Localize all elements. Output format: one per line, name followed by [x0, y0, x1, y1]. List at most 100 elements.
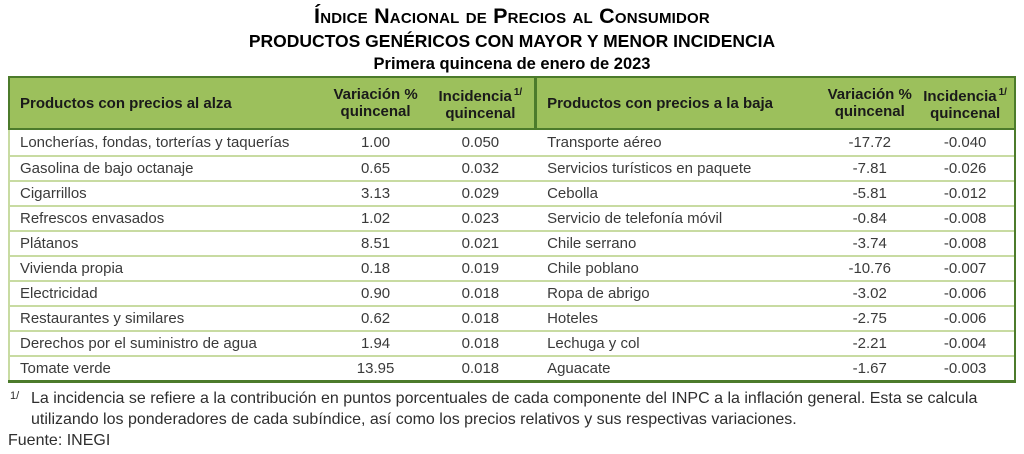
product-alza: Cigarrillos — [20, 185, 87, 202]
header-products-baja: Productos con precios a la baja — [547, 94, 773, 112]
product-alza: Electricidad — [20, 285, 98, 302]
report-period: Primera quincena de enero de 2023 — [373, 55, 651, 73]
product-alza: Derechos por el suministro de agua — [20, 335, 257, 352]
incidencia-alza-value: 0.032 — [461, 160, 500, 177]
row-baja-group: Chile poblano -10.76 -0.007 — [537, 260, 1014, 277]
product-alza: Plátanos — [20, 235, 79, 252]
footnote-ref-icon: 1/ — [513, 87, 523, 98]
incidencia-alza-value: 0.023 — [461, 210, 500, 227]
incidencia-alza-value: 0.018 — [461, 335, 500, 352]
incidencia-baja-value: -0.008 — [943, 235, 987, 252]
incidencia-alza-value: 0.050 — [461, 134, 500, 151]
variacion-alza-value: 8.51 — [360, 235, 391, 252]
variacion-baja-value: -0.84 — [852, 210, 887, 227]
variacion-alza-value: 13.95 — [356, 360, 395, 377]
incidencia-alza-value: 0.019 — [461, 260, 500, 277]
header-incidencia-alza: Incidencia 1/ quincenal — [427, 78, 534, 128]
header-products-alza: Productos con precios al alza — [20, 94, 232, 112]
header-incidencia-line2: quincenal — [930, 105, 1001, 122]
source-line: Fuente: INEGI — [8, 432, 111, 449]
product-alza: Restaurantes y similares — [20, 310, 185, 327]
row-alza-group: Refrescos envasados 1.02 0.023 — [10, 210, 534, 227]
header-incidencia-line1: Incidencia 1/ — [438, 87, 523, 105]
variacion-baja-value: -3.74 — [852, 235, 887, 252]
report-title: Índice Nacional de Precios al Consumidor — [314, 4, 710, 28]
incidencia-alza-value: 0.029 — [461, 185, 500, 202]
footnote-text: La incidencia se refiere a la contribuci… — [31, 390, 978, 428]
row-alza-group: Electricidad 0.90 0.018 — [10, 285, 534, 302]
row-baja-group: Transporte aéreo -17.72 -0.040 — [537, 134, 1014, 151]
incidencia-baja-value: -0.008 — [943, 210, 987, 227]
variacion-alza-value: 0.62 — [360, 310, 391, 327]
incidencia-alza-value: 0.018 — [461, 360, 500, 377]
product-baja: Lechuga y col — [547, 335, 640, 352]
footnote: 1/ La incidencia se refiere a la contrib… — [8, 388, 1020, 430]
footnote-marker: 1/ — [10, 390, 20, 402]
report-subtitle: PRODUCTOS GENÉRICOS CON MAYOR Y MENOR IN… — [248, 31, 776, 51]
row-alza-group: Tomate verde 13.95 0.018 — [10, 360, 534, 377]
product-baja: Transporte aéreo — [547, 134, 662, 151]
table-row: Tomate verde 13.95 0.018 Aguacate -1.67 … — [10, 355, 1014, 380]
row-baja-group: Hoteles -2.75 -0.006 — [537, 310, 1014, 327]
row-alza-group: Loncherías, fondas, torterías y taquería… — [10, 134, 534, 151]
header-variacion-baja: Variación % quincenal — [823, 78, 916, 128]
table-row: Derechos por el suministro de agua 1.94 … — [10, 330, 1014, 355]
variacion-alza-value: 0.18 — [360, 260, 391, 277]
product-baja: Servicio de telefonía móvil — [547, 210, 723, 227]
product-baja: Cebolla — [547, 185, 598, 202]
incidencia-alza-value: 0.018 — [461, 285, 500, 302]
incidencia-baja-value: -0.004 — [943, 335, 987, 352]
variacion-baja-value: -5.81 — [852, 185, 887, 202]
incidencia-baja-value: -0.006 — [943, 285, 987, 302]
variacion-alza-value: 1.00 — [360, 134, 391, 151]
row-baja-group: Cebolla -5.81 -0.012 — [537, 185, 1014, 202]
header-variacion-alza: Variación % quincenal — [324, 78, 426, 128]
row-baja-group: Servicios turísticos en paquete -7.81 -0… — [537, 160, 1014, 177]
incidencia-baja-value: -0.006 — [943, 310, 987, 327]
table-row: Refrescos envasados 1.02 0.023 Servicio … — [10, 205, 1014, 230]
header-variacion-line1: Variación % — [827, 86, 912, 103]
variacion-alza-value: 1.02 — [360, 210, 391, 227]
row-baja-group: Servicio de telefonía móvil -0.84 -0.008 — [537, 210, 1014, 227]
variacion-baja-value: -10.76 — [848, 260, 892, 277]
report-titles: Índice Nacional de Precios al Consumidor… — [0, 3, 1024, 76]
row-baja-group: Chile serrano -3.74 -0.008 — [537, 235, 1014, 252]
incidencia-alza-value: 0.021 — [461, 235, 500, 252]
table-body: Loncherías, fondas, torterías y taquería… — [8, 130, 1014, 380]
variacion-baja-value: -2.75 — [852, 310, 887, 327]
variacion-baja-value: -7.81 — [852, 160, 887, 177]
product-baja: Ropa de abrigo — [547, 285, 650, 302]
footnote-ref-icon: 1/ — [998, 87, 1007, 98]
header-variacion-line2: quincenal — [340, 103, 411, 120]
variacion-alza-value: 0.90 — [360, 285, 391, 302]
row-alza-group: Plátanos 8.51 0.021 — [10, 235, 534, 252]
header-divider — [534, 78, 538, 128]
header-alza-group: Productos con precios al alza Variación … — [10, 78, 534, 128]
variacion-alza-value: 1.94 — [360, 335, 391, 352]
table-row: Vivienda propia 0.18 0.019 Chile poblano… — [10, 255, 1014, 280]
incidencia-baja-value: -0.003 — [943, 360, 987, 377]
header-incidencia-line2: quincenal — [445, 105, 516, 122]
table-row: Loncherías, fondas, torterías y taquería… — [10, 130, 1014, 155]
product-alza: Gasolina de bajo octanaje — [20, 160, 194, 177]
row-baja-group: Lechuga y col -2.21 -0.004 — [537, 335, 1014, 352]
table-row: Plátanos 8.51 0.021 Chile serrano -3.74 … — [10, 230, 1014, 255]
row-baja-group: Ropa de abrigo -3.02 -0.006 — [537, 285, 1014, 302]
product-baja: Chile poblano — [547, 260, 639, 277]
table-row: Cigarrillos 3.13 0.029 Cebolla -5.81 -0.… — [10, 180, 1014, 205]
table-header: Productos con precios al alza Variación … — [8, 78, 1014, 130]
product-alza: Vivienda propia — [20, 260, 124, 277]
variacion-alza-value: 3.13 — [360, 185, 391, 202]
incidencia-baja-value: -0.007 — [943, 260, 987, 277]
incidence-table: Productos con precios al alza Variación … — [8, 76, 1016, 383]
header-baja-group: Productos con precios a la baja Variació… — [537, 78, 1014, 128]
variacion-baja-value: -2.21 — [852, 335, 887, 352]
table-row: Restaurantes y similares 0.62 0.018 Hote… — [10, 305, 1014, 330]
row-alza-group: Cigarrillos 3.13 0.029 — [10, 185, 534, 202]
header-variacion-line2: quincenal — [834, 103, 905, 120]
incidencia-alza-value: 0.018 — [461, 310, 500, 327]
variacion-baja-value: -3.02 — [852, 285, 887, 302]
row-alza-group: Gasolina de bajo octanaje 0.65 0.032 — [10, 160, 534, 177]
product-alza: Refrescos envasados — [20, 210, 165, 227]
